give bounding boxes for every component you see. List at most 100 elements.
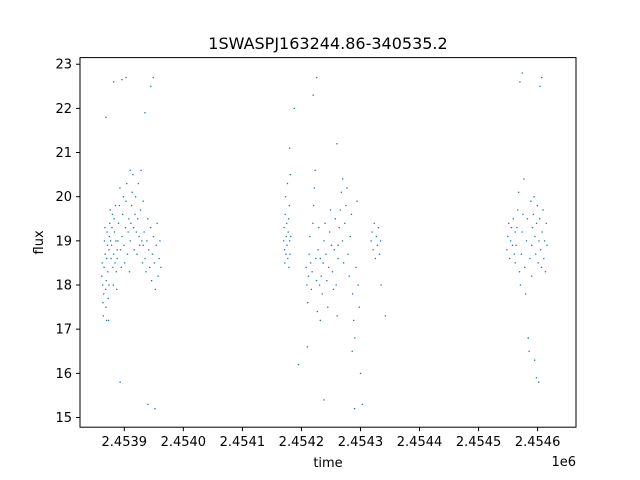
data-point-256 [297,363,300,366]
data-point-219 [530,275,533,277]
data-point-80 [142,244,144,247]
data-point-222 [532,213,535,216]
data-point-64 [132,173,134,176]
data-point-169 [347,253,349,255]
data-point-121 [306,284,308,286]
data-point-178 [357,284,359,286]
y-axis-ticks: 15 16 17 18 19 20 21 22 23 [55,58,80,426]
data-point-1 [101,262,103,264]
data-point-91 [152,235,155,238]
data-point-192 [508,222,510,224]
y-tick-label-1: 16 [55,367,72,382]
data-point-109 [286,244,288,247]
data-point-95 [156,222,158,224]
data-point-90 [151,253,154,255]
data-point-199 [514,231,516,233]
data-point-13 [105,257,108,260]
data-point-39 [116,248,118,251]
data-point-232 [540,266,543,269]
data-point-218 [530,200,532,202]
data-point-214 [526,218,529,220]
data-point-204 [517,191,520,194]
data-point-245 [150,85,152,88]
data-point-144 [323,240,325,242]
data-point-186 [376,244,379,247]
data-point-14 [106,231,108,233]
data-point-170 [348,275,350,277]
data-point-205 [518,271,521,273]
data-point-180 [370,240,372,242]
data-point-242 [121,78,123,81]
plot-area-frame [79,57,577,428]
data-point-34 [114,262,116,264]
data-point-112 [287,231,289,233]
data-point-197 [512,218,515,220]
data-point-44 [119,187,121,189]
data-point-134 [315,279,318,282]
data-point-28 [111,213,114,216]
chart-title: 1SWASPJ163244.86-340535.2 [208,34,447,53]
data-point-29 [112,266,114,269]
data-point-189 [379,240,382,242]
data-point-86 [148,248,150,251]
data-point-238 [545,222,548,224]
data-point-198 [513,253,516,255]
data-point-154 [332,288,335,291]
data-point-246 [152,76,154,79]
data-point-79 [142,200,144,202]
data-point-126 [309,262,312,264]
data-point-76 [140,169,142,171]
data-point-272 [380,284,382,286]
x-tick-label-6: 2.4545 [456,435,502,450]
data-point-65 [132,226,135,229]
data-point-135 [316,310,319,313]
data-point-70 [136,253,138,255]
data-point-231 [539,248,542,251]
data-point-131 [313,187,316,189]
data-point-266 [535,376,538,379]
data-point-54 [126,182,128,185]
data-point-250 [105,319,108,322]
data-point-255 [306,346,309,348]
data-point-248 [154,407,156,410]
data-point-172 [350,213,353,216]
data-point-262 [519,81,521,83]
data-point-116 [288,240,291,242]
data-point-105 [284,195,287,198]
data-point-252 [293,107,296,110]
y-tick-label-3: 18 [55,279,72,294]
data-point-110 [286,182,289,185]
data-point-230 [539,218,541,220]
data-point-190 [506,248,508,251]
data-point-21 [108,235,111,238]
data-point-46 [120,266,123,269]
data-point-41 [117,240,119,242]
data-point-267 [538,381,540,383]
data-point-23 [109,209,111,211]
data-point-175 [354,337,356,339]
data-point-5 [102,293,105,295]
data-point-17 [107,297,109,300]
data-point-40 [116,257,118,260]
data-point-19 [108,284,110,286]
data-point-48 [121,213,124,216]
data-point-8 [104,226,106,229]
data-point-125 [309,235,311,238]
data-point-142 [321,293,323,295]
data-point-108 [285,222,288,224]
data-point-210 [523,178,525,180]
data-point-100 [282,240,285,242]
x-tick-label-2: 2.4541 [220,435,266,450]
data-point-207 [520,253,523,255]
data-point-240 [105,116,107,118]
data-point-176 [355,266,357,269]
data-point-229 [538,240,540,242]
data-point-243 [125,76,127,79]
data-point-216 [528,350,530,352]
data-point-265 [541,76,543,79]
y-tick-label-5: 20 [55,190,72,205]
data-point-200 [514,262,516,264]
data-point-35 [114,204,117,207]
data-point-130 [312,204,315,207]
data-point-225 [535,253,537,255]
